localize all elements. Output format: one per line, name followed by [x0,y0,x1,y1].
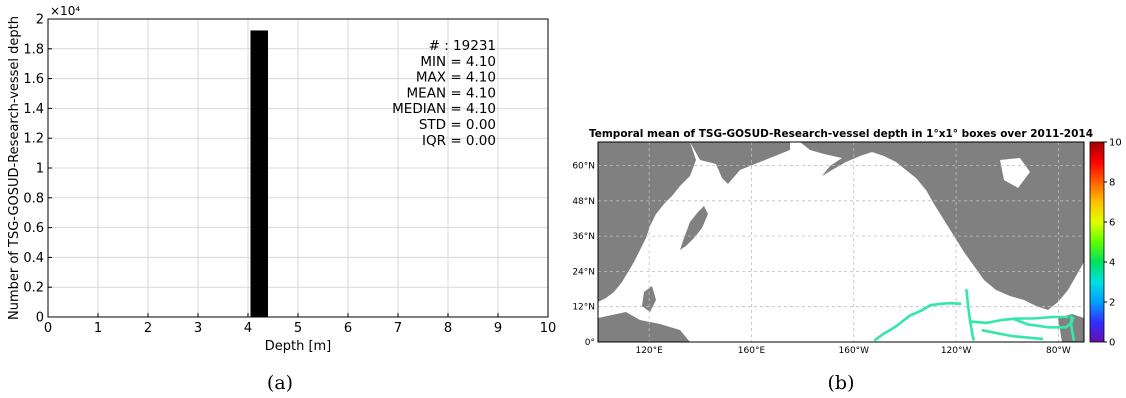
colorbar-tick-label: 6 [1109,218,1115,229]
land-asia [598,142,696,302]
stat-line: MAX = 4.10 [416,70,496,86]
depth-map: Temporal mean of TSG-GOSUD-Research-vess… [572,128,1121,394]
lat-tick-label: 36°N [572,232,595,242]
map-tracks [873,288,1076,342]
x-tick-label: 5 [294,321,302,336]
y-tick-label: 0.6 [23,221,44,236]
panel-a-label: (a) [267,372,293,394]
depth-histogram: 0 1 2 3 4 5 6 7 8 9 10 0 0.2 0.4 0.6 0.8 1 1.2 1.4 1.6 1.8 2… [7,4,556,394]
y-tick-label: 1.8 [23,42,44,57]
histogram-y-label: Number of TSG-GOSUD-Research-vessel dept… [7,16,22,320]
x-tick-label: 8 [444,321,452,336]
colorbar-tick-label: 2 [1109,298,1115,309]
y-tick-label: 0 [36,311,44,326]
ship-track [981,328,1044,341]
histogram-y-ticks: 0 0.2 0.4 0.6 0.8 1 1.2 1.4 1.6 1.8 2 [23,13,52,326]
x-tick-label: 3 [194,321,202,336]
y-tick-label: 1.6 [23,72,44,87]
stat-line: IQR = 0.00 [422,133,496,149]
map-land [598,142,1084,342]
land-kamchatka [690,142,790,184]
lat-tick-label: 0° [585,338,595,348]
histogram-x-label: Depth [m] [265,339,332,354]
lon-tick-label: 80°W [1046,346,1071,356]
lon-tick-label: 120°E [635,346,663,356]
histogram-bar [250,30,268,317]
x-tick-label: 1 [94,321,102,336]
y-tick-label: 0.8 [23,191,44,206]
stat-line: STD = 0.00 [419,117,496,133]
histogram-bars [250,30,268,317]
x-tick-label: 9 [494,321,502,336]
ship-track [1069,315,1076,341]
x-tick-label: 6 [344,321,352,336]
panel-b-label: (b) [828,372,855,394]
colorbar-tick-label: 10 [1109,138,1122,149]
x-tick-label: 7 [394,321,402,336]
x-tick-label: 2 [144,321,152,336]
map-title: Temporal mean of TSG-GOSUD-Research-vess… [589,128,1093,140]
colorbar [1089,141,1105,343]
x-tick-label: 10 [540,321,557,336]
lon-tick-label: 160°E [738,346,766,356]
histogram-x-ticks: 0 1 2 3 4 5 6 7 8 9 10 [44,313,556,336]
colorbar-ticks: 0 2 4 6 8 10 [1104,138,1122,349]
colorbar-tick-label: 8 [1109,178,1115,189]
ship-track [873,301,962,342]
map-x-ticks: 120°E 160°E 160°W 120°W 80°W [635,346,1070,356]
y-tick-label: 1.2 [23,132,44,147]
stat-line: MEAN = 4.10 [407,85,496,101]
y-tick-label: 0.4 [23,251,44,266]
colorbar-tick-label: 0 [1109,338,1115,349]
lat-tick-label: 48°N [572,197,595,207]
y-tick-label: 1 [36,162,44,177]
map-frame [597,141,1085,343]
ship-track [968,315,1069,325]
x-tick-label: 0 [44,321,52,336]
lat-tick-label: 12°N [572,303,595,313]
colorbar-tick-label: 4 [1109,258,1115,269]
stat-line: MEDIAN = 4.10 [392,101,496,117]
lon-tick-label: 160°W [839,346,870,356]
map-y-ticks: 0° 12°N 24°N 36°N 48°N 60°N [572,162,595,348]
y-multiplier: ×10⁴ [50,4,80,18]
lat-tick-label: 60°N [572,162,595,172]
y-tick-label: 1.4 [23,102,44,117]
lat-tick-label: 24°N [572,267,595,277]
y-tick-label: 0.2 [23,281,44,296]
y-tick-label: 2 [36,13,44,28]
land-japan [680,206,708,250]
lon-tick-label: 120°W [941,346,972,356]
stat-line: # : 19231 [429,38,496,54]
x-tick-label: 4 [244,321,252,336]
land-indonesia [598,312,690,342]
stat-line: MIN = 4.10 [420,54,496,70]
